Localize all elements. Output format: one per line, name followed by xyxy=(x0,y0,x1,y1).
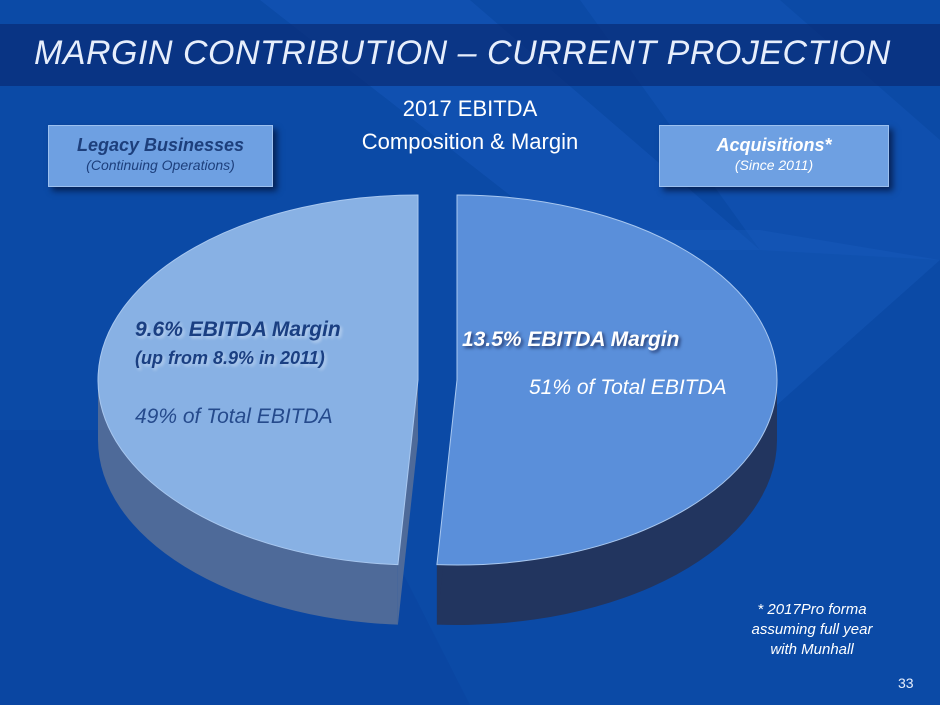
legacy-margin-label: 9.6% EBITDA Margin xyxy=(135,318,341,341)
slide-title: MARGIN CONTRIBUTION – CURRENT PROJECTION xyxy=(34,34,891,72)
acquisitions-box-title: Acquisitions* xyxy=(716,135,832,155)
chart-title-line-2: Composition & Margin xyxy=(361,129,579,154)
footnote-line-3: with Munhall xyxy=(770,641,854,658)
footnote: * 2017Pro forma assuming full year with … xyxy=(722,600,902,660)
legacy-box-subtitle: (Continuing Operations) xyxy=(86,157,235,173)
chart-title-line-1: 2017 EBITDA xyxy=(402,96,538,121)
acquisitions-box-subtitle: (Since 2011) xyxy=(734,157,814,173)
footnote-line-1: * 2017Pro forma xyxy=(757,601,867,618)
acquisitions-share-label: 51% of Total EBITDA xyxy=(529,376,727,399)
legacy-businesses-box: Legacy Businesses (Continuing Operations… xyxy=(48,125,273,187)
pie-slice-legacy xyxy=(97,194,419,625)
legacy-share-label: 49% of Total EBITDA xyxy=(135,405,333,428)
page-number: 33 xyxy=(898,675,914,691)
acquisitions-box: Acquisitions* (Since 2011) xyxy=(659,125,889,187)
chart-title: 2017 EBITDA Composition & Margin xyxy=(330,92,610,158)
title-bar xyxy=(0,24,940,86)
footnote-line-2: assuming full year xyxy=(751,621,873,638)
legacy-box-title: Legacy Businesses xyxy=(76,135,245,155)
pie-slice-acquisitions xyxy=(436,194,778,625)
legacy-margin-note: (up from 8.9% in 2011) xyxy=(135,348,325,368)
acquisitions-margin-label: 13.5% EBITDA Margin xyxy=(462,328,680,351)
